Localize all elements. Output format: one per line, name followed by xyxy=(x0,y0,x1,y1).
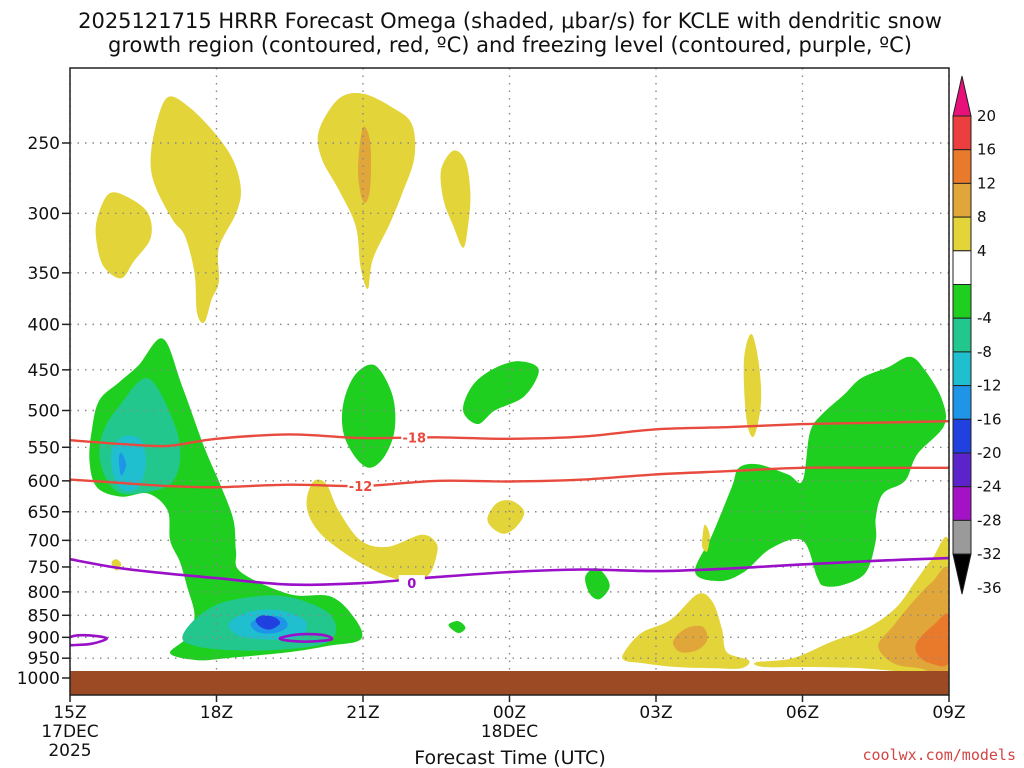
colorbar-label-9: -20 xyxy=(977,444,1002,462)
colorbar-label-12: -32 xyxy=(977,545,1002,563)
x-tick-label-21Z: 21Z xyxy=(346,703,379,723)
y-tick-label-1000: 1000 xyxy=(17,669,60,689)
y-tick-label-600: 600 xyxy=(28,472,60,492)
contour-label-minus18-bg xyxy=(401,429,428,446)
y-tick-label-250: 250 xyxy=(28,134,60,154)
contour-label-minus12: -12 xyxy=(349,480,373,495)
y-tick-label-400: 400 xyxy=(28,315,60,335)
omega-region-yellow-mid-5 xyxy=(743,333,762,438)
colorbar-bin-8 xyxy=(952,351,972,387)
omega-region-upper-yellow-2 xyxy=(150,96,241,324)
y-tick-label-350: 350 xyxy=(28,264,60,284)
colorbar-bin-7 xyxy=(952,317,972,353)
y-tick-label-450: 450 xyxy=(28,361,60,381)
colorbar-label-7: -12 xyxy=(977,377,1002,395)
colorbar-label-1: 16 xyxy=(977,141,996,159)
colorbar-label-4: 4 xyxy=(977,242,987,260)
omega-region-yellow-mid-4 xyxy=(701,524,710,552)
x-tick-sublabel-00Z: 18DEC xyxy=(481,722,538,742)
colorbar-label-13: -36 xyxy=(977,579,1002,597)
colorbar-bin-9 xyxy=(952,385,972,420)
omega-region-green-4 xyxy=(448,621,466,634)
omega-shading xyxy=(89,93,949,682)
x-tick-label-15Z: 15Z xyxy=(53,703,86,723)
y-tick-label-650: 650 xyxy=(28,503,60,523)
contour-label-freezing-0: 0 xyxy=(407,577,416,592)
omega-region-green-2 xyxy=(463,361,539,425)
colorbar-bin-1 xyxy=(952,115,972,151)
contour-freezing-0 xyxy=(70,556,949,587)
contour-label-freezing-0-bg xyxy=(398,575,425,592)
colorbar-bin-12 xyxy=(952,486,972,521)
contour-minus18 xyxy=(70,420,949,448)
credit-text[interactable]: coolwx.com/models xyxy=(862,746,1016,764)
chart-title-line-2: growth region (contoured, red, ºC) and f… xyxy=(108,33,912,57)
colorbar-bin-6 xyxy=(952,284,972,319)
contour-freezing-small-left xyxy=(70,633,108,647)
contour-freezing-small-bottom xyxy=(278,632,334,643)
colorbar-bin-4 xyxy=(952,216,972,252)
x-tick-label-09Z: 09Z xyxy=(932,703,965,723)
colorbar-bin-11 xyxy=(952,452,972,488)
colorbar-label-2: 12 xyxy=(977,174,996,192)
omega-region-deepblue-bottom xyxy=(255,615,281,630)
colorbar-bin-10 xyxy=(952,418,972,454)
x-tick-label-00Z: 00Z xyxy=(493,703,526,723)
y-tick-label-900: 900 xyxy=(28,628,60,648)
colorbar-label-6: -8 xyxy=(977,343,992,361)
omega-region-green-1 xyxy=(341,364,396,468)
x-axis-label: Forecast Time (UTC) xyxy=(414,747,605,768)
y-tick-label-300: 300 xyxy=(28,204,60,224)
y-tick-label-700: 700 xyxy=(28,531,60,551)
colorbar-bin-top xyxy=(952,75,972,117)
colorbar-bin-13 xyxy=(952,519,972,555)
colorbar-label-3: 8 xyxy=(977,208,987,226)
omega-region-orange-bottom-right-2 xyxy=(915,613,949,667)
colorbar: 20 16 12 8 4 -4 -8 -12 -16 -20 -24 -28 -32 -36 xyxy=(952,75,1002,597)
contour-label-minus12-bg xyxy=(347,477,374,494)
colorbar-label-11: -28 xyxy=(977,511,1002,529)
contour-label-minus18: -18 xyxy=(403,431,427,446)
ground-layer xyxy=(70,671,949,695)
y-tick-label-750: 750 xyxy=(28,558,60,578)
colorbar-label-8: -16 xyxy=(977,410,1002,428)
colorbar-label-10: -24 xyxy=(977,478,1002,496)
x-tick-label-03Z: 03Z xyxy=(639,703,672,723)
y-tick-label-950: 950 xyxy=(28,649,60,669)
contour-minus12 xyxy=(70,466,949,489)
colorbar-label-5: -4 xyxy=(977,309,992,327)
x-tick-label-18Z: 18Z xyxy=(200,703,233,723)
x-tick-sublabel2-15Z: 2025 xyxy=(48,741,91,761)
y-axis: 2503003504004505005506006507007508008509… xyxy=(17,134,70,689)
y-tick-label-500: 500 xyxy=(28,402,60,422)
omega-region-upper-yellow-4 xyxy=(440,150,471,248)
omega-region-orange-bottom-center xyxy=(672,625,708,653)
omega-region-green-right xyxy=(695,356,947,587)
y-tick-label-800: 800 xyxy=(28,583,60,603)
contour-lines: -18 -12 0 xyxy=(70,420,949,647)
chart-title-line-1: 2025121715 HRRR Forecast Omega (shaded, … xyxy=(78,9,942,33)
colorbar-bin-2 xyxy=(952,149,972,184)
omega-region-yellow-mid-2 xyxy=(487,500,525,534)
omega-region-blue-left xyxy=(118,452,127,476)
x-tick-label-06Z: 06Z xyxy=(786,703,819,723)
omega-region-upper-orange-1 xyxy=(358,126,372,204)
x-tick-sublabel-15Z: 17DEC xyxy=(41,722,98,742)
colorbar-bin-5 xyxy=(952,250,972,286)
y-tick-label-850: 850 xyxy=(28,606,60,626)
colorbar-label-0: 20 xyxy=(977,107,996,125)
colorbar-bin-3 xyxy=(952,182,972,218)
y-tick-label-550: 550 xyxy=(28,438,60,458)
ground-rect xyxy=(70,671,949,695)
omega-region-cyan-left xyxy=(110,435,146,492)
colorbar-bin-bottom xyxy=(952,553,972,595)
omega-region-yellow-mid-1 xyxy=(306,479,438,583)
